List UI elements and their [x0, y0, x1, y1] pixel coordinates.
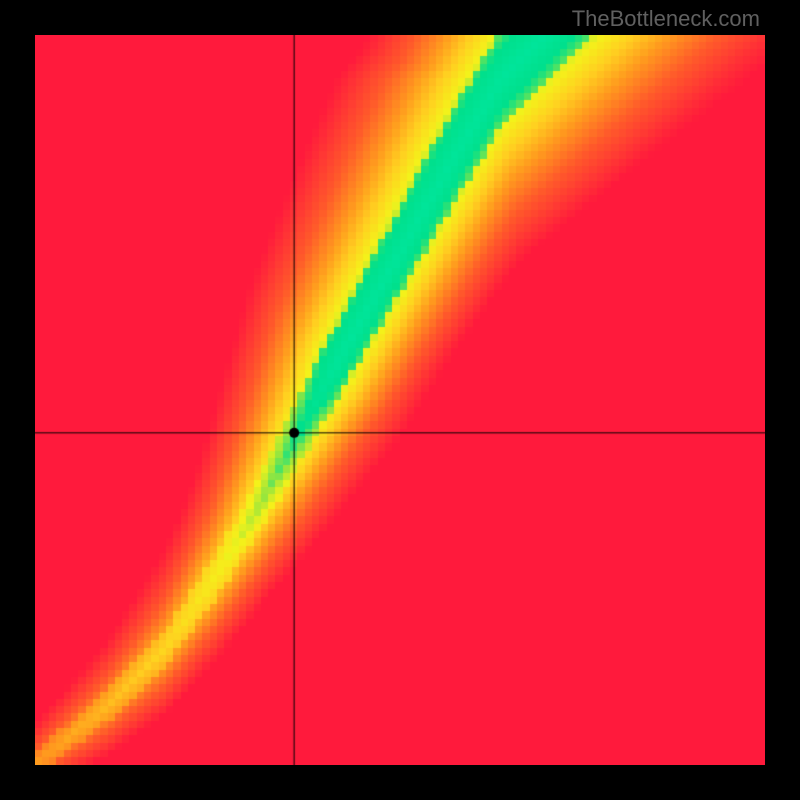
- heatmap-plot: [35, 35, 765, 765]
- watermark-text: TheBottleneck.com: [572, 6, 760, 32]
- heatmap-canvas: [35, 35, 765, 765]
